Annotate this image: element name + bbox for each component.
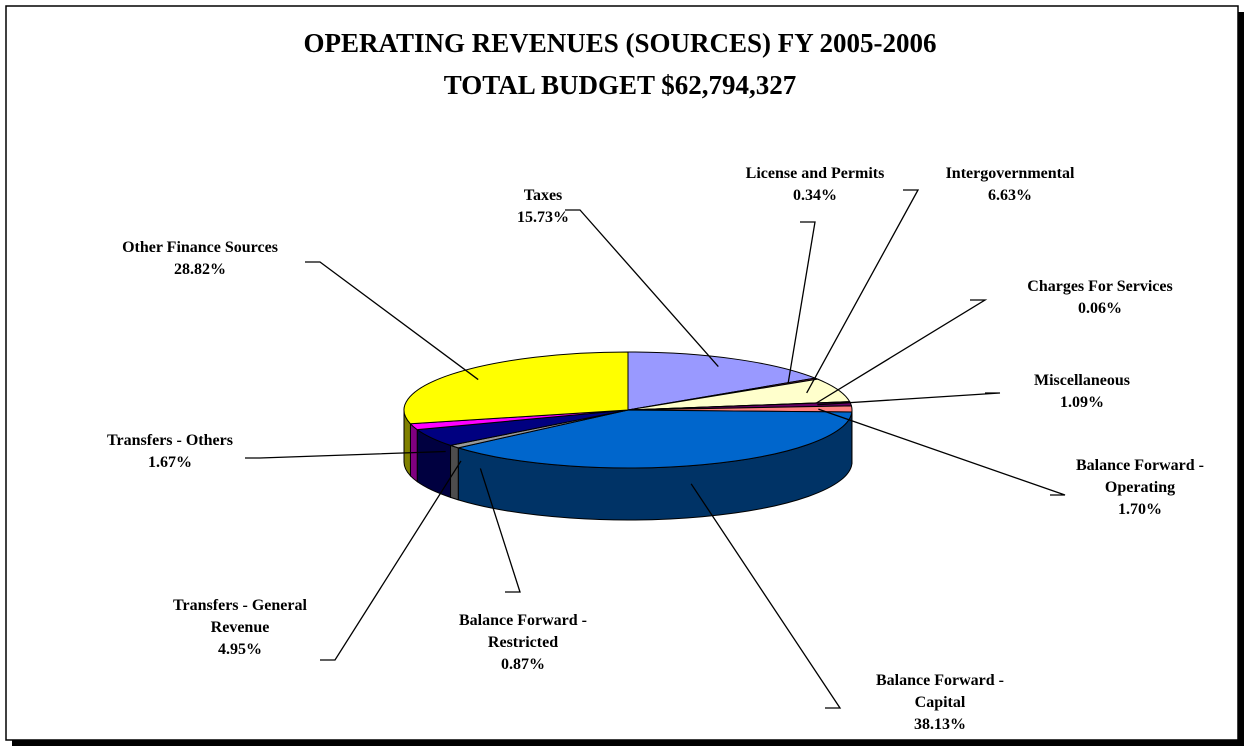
label-name: Transfers - General Revenue <box>173 597 307 636</box>
leader-line <box>816 299 988 404</box>
slice-label: Taxes 15.73% <box>483 185 603 229</box>
leader-line <box>479 468 521 593</box>
label-value: 0.87% <box>501 656 545 673</box>
slice <box>403 351 629 425</box>
label-value: 38.13% <box>914 716 966 733</box>
slice-label: Balance Forward - Restricted 0.87% <box>433 610 613 676</box>
leader-line <box>320 460 462 661</box>
leader-line <box>245 450 446 459</box>
label-value: 28.82% <box>174 261 226 278</box>
slice-label: License and Permits 0.34% <box>715 163 915 207</box>
label-name: Transfers - Others <box>107 432 233 449</box>
label-name: Miscellaneous <box>1034 372 1130 389</box>
leader-line <box>806 189 920 394</box>
slice <box>627 351 817 411</box>
slice-label: Balance Forward - Operating 1.70% <box>1065 455 1215 521</box>
slice-label: Transfers - Others 1.67% <box>95 430 245 474</box>
label-name: Taxes <box>523 187 563 204</box>
chart-title: OPERATING REVENUES (SOURCES) FY 2005-200… <box>303 28 937 58</box>
slice-label: Other Finance Sources 28.82% <box>90 237 310 281</box>
label-value: 1.09% <box>1060 394 1104 411</box>
slice-side <box>450 444 459 501</box>
leader-line <box>817 392 1001 406</box>
label-value: 15.73% <box>517 209 569 226</box>
slice-label: Miscellaneous 1.09% <box>1002 370 1162 414</box>
leader-line <box>818 408 1066 496</box>
slice-label: Intergovernmental 6.63% <box>920 163 1100 207</box>
label-name: Balance Forward - Capital <box>876 672 1004 711</box>
chart-subtitle: TOTAL BUDGET $62,794,327 <box>443 70 797 100</box>
label-value: 0.06% <box>1078 300 1122 317</box>
label-value: 4.95% <box>218 641 262 658</box>
slice <box>456 409 853 469</box>
leader-line <box>787 221 816 384</box>
label-name: License and Permits <box>745 165 885 182</box>
label-name: Other Finance Sources <box>122 239 278 256</box>
slice-label: Balance Forward - Capital 38.13% <box>850 670 1030 736</box>
label-value: 6.63% <box>988 187 1032 204</box>
label-name: Balance Forward - Restricted <box>459 612 587 651</box>
leader-line <box>690 483 842 709</box>
label-value: 1.67% <box>148 454 192 471</box>
slice-label: Charges For Services 0.06% <box>990 276 1210 320</box>
label-name: Balance Forward - Operating <box>1076 457 1204 496</box>
label-name: Intergovernmental <box>945 165 1075 182</box>
label-name: Charges For Services <box>1027 278 1173 295</box>
label-value: 1.70% <box>1118 501 1162 518</box>
leader-line <box>565 209 719 368</box>
label-value: 0.34% <box>793 187 837 204</box>
slice-label: Transfers - General Revenue 4.95% <box>160 595 320 661</box>
leader-line <box>305 261 479 381</box>
